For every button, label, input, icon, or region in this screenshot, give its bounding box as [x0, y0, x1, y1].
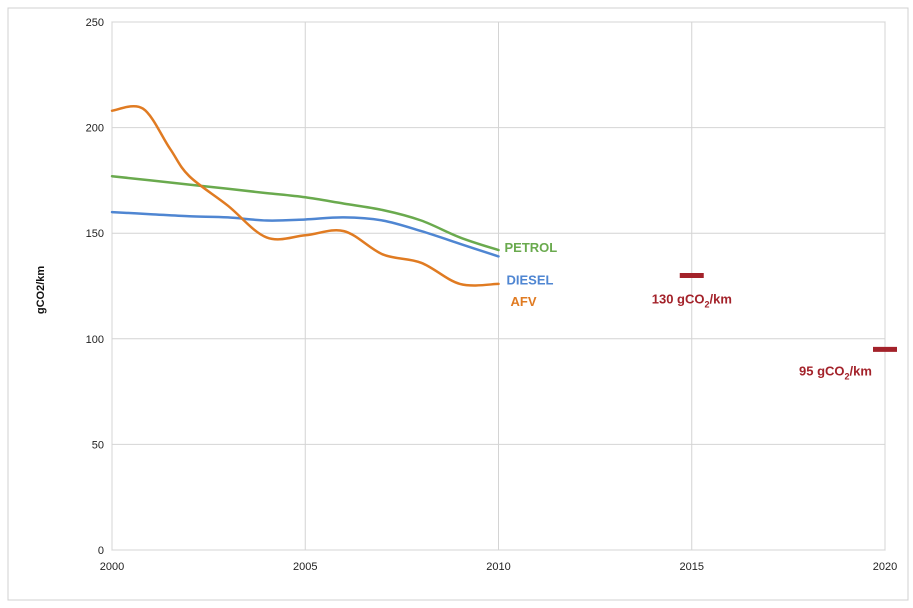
y-tick-label: 100	[86, 334, 104, 346]
target-label: 95 gCO2/km	[799, 363, 872, 381]
x-tick-label: 2005	[293, 561, 317, 573]
series-line-petrol	[110, 174, 500, 252]
series-label-afv: AFV	[511, 294, 537, 309]
x-tick-label: 2010	[486, 561, 510, 573]
y-tick-label: 150	[86, 228, 104, 240]
y-tick-label: 200	[86, 123, 104, 135]
x-tick-label: 2000	[100, 561, 124, 573]
x-tick-label: 2020	[873, 561, 897, 573]
y-tick-label: 50	[92, 439, 104, 451]
x-tick-label: 2015	[680, 561, 704, 573]
target-label: 130 gCO2/km	[652, 291, 732, 309]
axis-layer: 0 50 100 150 200 250 2000 2005 2010 2015 2020	[86, 17, 898, 573]
y-tick-label: 0	[98, 545, 104, 557]
series-line-afv	[110, 104, 500, 287]
y-axis-title: gCO2/km	[35, 266, 47, 315]
chart-border	[7, 7, 909, 601]
series-label-diesel: DIESEL	[507, 272, 554, 287]
series-layer: PETROL DIESEL AFV	[110, 104, 558, 309]
target-layer: 130 gCO2/km 95 gCO2/km	[652, 272, 897, 381]
y-tick-label: 250	[86, 17, 104, 29]
series-label-petrol: PETROL	[505, 240, 558, 255]
grid-layer	[111, 21, 886, 551]
series-line-diesel	[110, 210, 500, 258]
